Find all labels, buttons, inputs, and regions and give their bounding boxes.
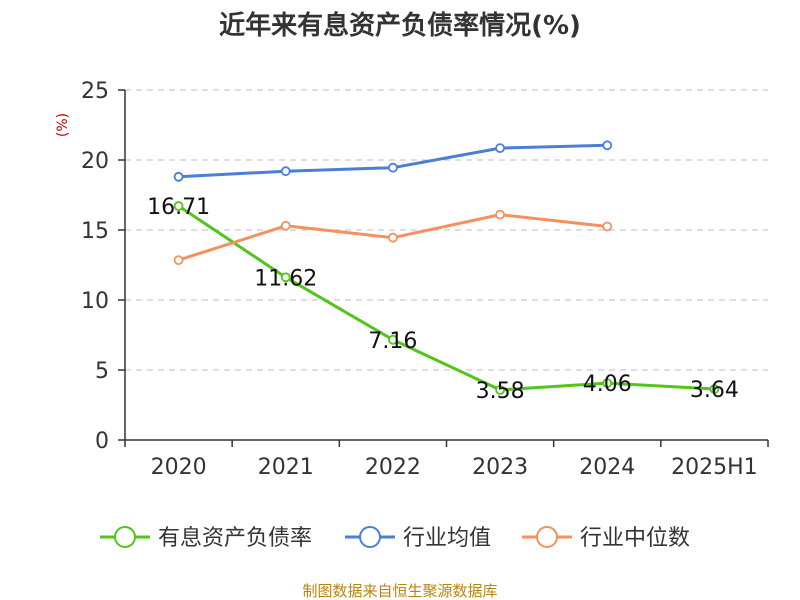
data-point: [388, 162, 398, 173]
data-point: [602, 140, 613, 151]
data-point: [602, 221, 613, 232]
legend: 有息资产负债率 行业均值 行业中位数: [100, 526, 690, 551]
data-point: [495, 143, 505, 154]
data-point: [709, 384, 720, 394]
x-tick-label: 2025H1: [671, 455, 758, 480]
data-point: [280, 220, 291, 231]
legend-marker: [114, 526, 136, 548]
y-axis-label: (%): [55, 113, 71, 137]
y-tick-label: 15: [81, 219, 109, 244]
x-tick-label: 2020: [151, 455, 207, 480]
data-point: [173, 255, 184, 266]
data-label: 3.58: [476, 379, 525, 404]
data-point: [388, 334, 398, 345]
data-point: [602, 378, 613, 389]
legend-marker: [359, 526, 381, 548]
chart-title: 近年来有息资产负债率情况(%): [219, 10, 581, 41]
y-tick-label: 0: [95, 429, 109, 454]
data-labels: 16.71 11.62 7.16 3.58 4.06 3.64: [147, 195, 739, 404]
data-point: [280, 166, 291, 177]
axes: 0 5 10 15 20 25 2020 2021 2022 2023 2024 2025H1: [81, 79, 769, 480]
series-line-0: [177, 204, 716, 392]
legend-marker: [536, 526, 558, 548]
data-point: [495, 384, 505, 395]
legend-label: 行业中位数: [580, 526, 690, 551]
legend-label: 有息资产负债率: [158, 526, 312, 551]
x-tick-label: 2022: [365, 455, 421, 480]
y-tick-label: 25: [81, 79, 109, 104]
data-point: [495, 209, 505, 220]
y-tick-label: 5: [95, 359, 109, 384]
data-label: 11.62: [254, 266, 317, 291]
data-source-note: 制图数据来自恒生聚源数据库: [302, 582, 497, 600]
data-point: [173, 171, 184, 182]
x-tick-label: 2023: [472, 455, 528, 480]
data-label: 3.64: [690, 378, 739, 403]
data-label: 4.06: [583, 372, 632, 397]
series-lines: [173, 140, 720, 395]
x-tick-label: 2021: [258, 455, 314, 480]
y-tick-label: 20: [81, 149, 109, 174]
data-point: [280, 272, 291, 283]
data-point: [388, 232, 398, 243]
y-tick-label: 10: [81, 289, 109, 314]
x-tick-label: 2024: [579, 455, 635, 480]
grid-lines: [125, 89, 768, 371]
legend-label: 行业均值: [403, 526, 491, 551]
data-point: [173, 201, 184, 211]
data-label: 16.71: [147, 195, 210, 220]
data-label: 7.16: [368, 329, 417, 354]
